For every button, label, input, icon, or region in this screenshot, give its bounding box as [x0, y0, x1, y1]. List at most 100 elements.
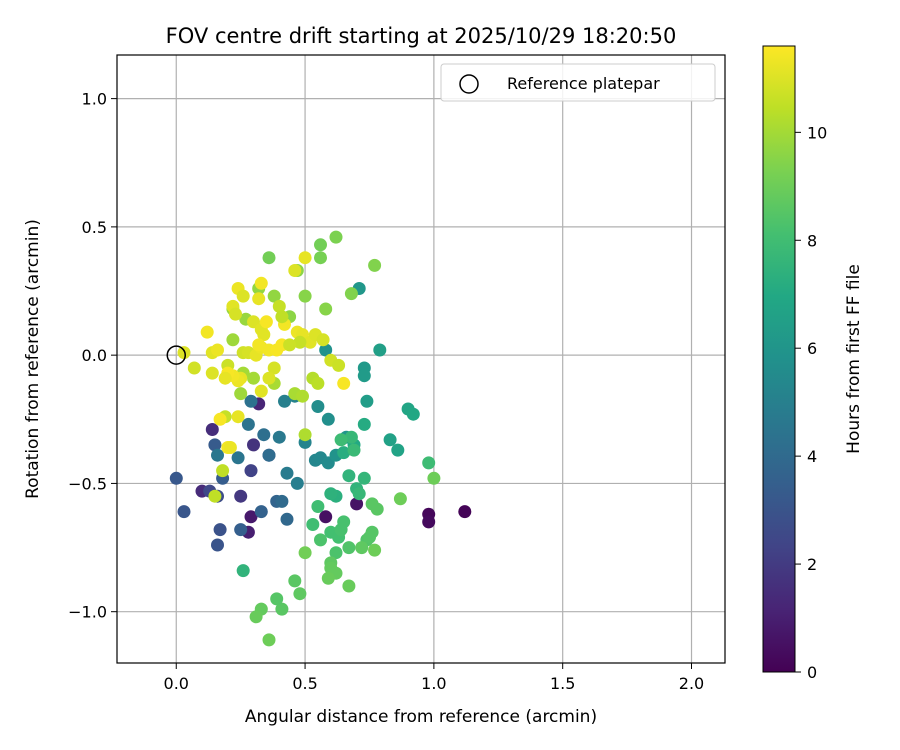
data-point: [296, 389, 309, 403]
colorbar-tick-label: 0: [807, 663, 817, 682]
data-point: [267, 289, 281, 303]
data-point: [391, 443, 405, 457]
data-point: [244, 510, 258, 524]
y-tick-label: 0.0: [82, 346, 107, 365]
data-point: [257, 428, 271, 442]
data-point: [357, 471, 371, 485]
data-point: [406, 407, 420, 421]
data-point: [231, 451, 245, 465]
data-point: [298, 546, 312, 560]
y-axis-ticks: 1.0 0.5 0.0 −0.5 −1.0: [68, 90, 117, 622]
y-tick-label: −1.0: [68, 603, 107, 622]
colorbar: 0 2 4 6 8 10 Hours from first FF file: [762, 45, 864, 682]
data-point: [275, 494, 289, 508]
data-point: [319, 302, 333, 316]
data-point: [226, 333, 240, 347]
data-point: [254, 384, 268, 398]
data-point: [211, 448, 224, 462]
data-points: [169, 230, 472, 647]
data-point: [342, 541, 356, 555]
data-point: [249, 610, 263, 624]
data-point: [262, 371, 276, 385]
data-point: [280, 466, 294, 480]
data-point: [254, 276, 268, 290]
data-point: [283, 338, 297, 352]
data-point: [350, 497, 364, 511]
data-point: [262, 633, 276, 647]
data-point: [337, 515, 351, 529]
legend: Reference platepar: [440, 63, 716, 102]
x-tick-label: 1.0: [421, 674, 446, 693]
data-point: [169, 471, 183, 485]
y-tick-label: −0.5: [68, 474, 107, 493]
data-point: [329, 546, 343, 560]
data-point: [290, 476, 304, 490]
data-point: [337, 446, 351, 460]
data-point: [218, 371, 232, 385]
data-point: [236, 289, 250, 303]
x-tick-label: 2.0: [679, 674, 704, 693]
data-point: [298, 428, 312, 442]
data-point: [321, 412, 335, 426]
data-point: [314, 238, 327, 252]
y-tick-label: 0.5: [82, 218, 107, 237]
data-point: [311, 376, 325, 390]
data-point: [288, 574, 302, 588]
data-point: [314, 533, 327, 547]
data-point: [458, 505, 472, 519]
data-point: [422, 456, 436, 470]
colorbar-gradient: [762, 45, 796, 673]
reference-marker: [166, 345, 187, 365]
colorbar-tick-label: 4: [807, 447, 817, 466]
data-point: [355, 541, 369, 555]
data-point: [216, 464, 230, 478]
data-point: [275, 602, 289, 616]
data-point: [223, 441, 237, 454]
data-point: [211, 538, 224, 552]
data-point: [205, 366, 219, 380]
data-point: [244, 464, 258, 478]
y-axis-label: Rotation from reference (arcmin): [23, 219, 43, 499]
data-point: [427, 471, 441, 485]
legend-marker-icon: [459, 74, 479, 94]
data-point: [373, 343, 387, 357]
data-point: [342, 579, 356, 593]
colorbar-ticks: 0 2 4 6 8 10: [795, 123, 827, 682]
data-point: [259, 315, 273, 329]
data-point: [363, 530, 376, 544]
data-point: [288, 264, 302, 277]
data-point: [229, 307, 242, 321]
data-point: [208, 438, 222, 452]
x-axis-label: Angular distance from reference (arcmin): [245, 707, 597, 727]
legend-box: [440, 63, 716, 102]
data-point: [247, 371, 260, 385]
data-point: [319, 510, 333, 524]
legend-label: Reference platepar: [507, 74, 660, 93]
data-point: [200, 325, 214, 339]
data-point: [321, 571, 335, 585]
data-point: [187, 361, 201, 375]
colorbar-label: Hours from first FF file: [844, 264, 864, 454]
data-point: [342, 469, 356, 483]
data-point: [252, 292, 266, 306]
data-point: [280, 512, 294, 526]
colorbar-tick-label: 2: [807, 555, 817, 574]
data-point: [293, 587, 307, 601]
data-point: [368, 543, 382, 557]
data-point: [234, 489, 248, 503]
data-point: [324, 487, 338, 501]
data-point: [205, 423, 219, 436]
plot-frame: [116, 54, 726, 664]
data-point: [306, 518, 320, 531]
data-point: [298, 289, 312, 303]
data-point: [236, 564, 250, 578]
data-point: [213, 412, 227, 426]
data-point: [360, 394, 374, 408]
data-point: [262, 448, 276, 462]
data-point: [247, 438, 260, 452]
colorbar-tick-label: 8: [807, 231, 817, 250]
chart-title: FOV centre drift starting at 2025/10/29 …: [166, 24, 677, 48]
data-point: [298, 251, 312, 265]
data-point: [329, 230, 343, 244]
data-point: [368, 258, 382, 272]
